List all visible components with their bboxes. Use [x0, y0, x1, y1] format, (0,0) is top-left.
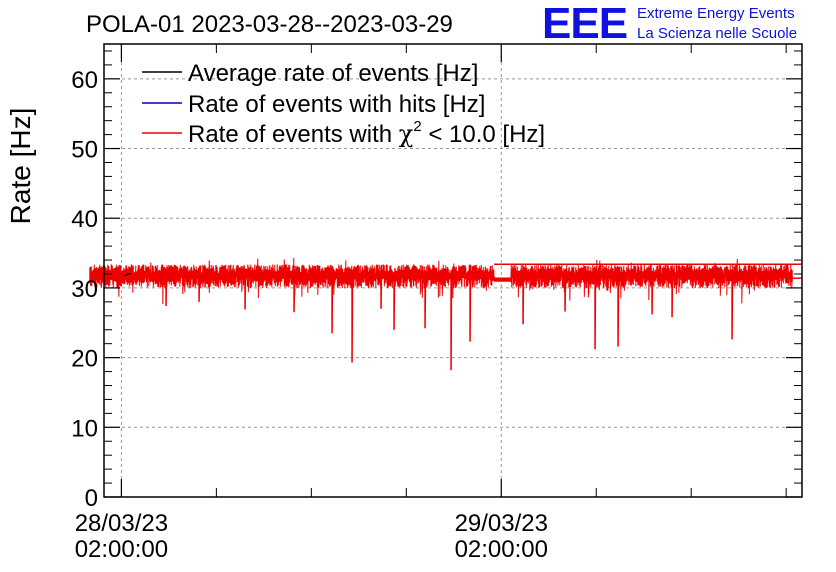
- series-group: [89, 257, 802, 371]
- eee-logo: EEE: [542, 0, 628, 48]
- eee-tagline: Extreme Energy Events La Scienza nelle S…: [637, 4, 797, 44]
- legend-label-average: Average rate of events [Hz]: [188, 60, 478, 87]
- legend-label-chi2: Rate of events with χ2 < 10.0 [Hz]: [188, 118, 545, 148]
- eee-tagline-line1: Extreme Energy Events: [637, 5, 795, 22]
- x-tick-label-time: 02:00:00: [455, 536, 548, 563]
- y-axis-label: Rate [Hz]: [5, 108, 36, 225]
- y-tick-label: 20: [71, 346, 98, 373]
- y-tick-label: 50: [71, 137, 98, 164]
- x-tick-label-date: 29/03/23: [455, 510, 548, 537]
- eee-tagline-line2: La Scienza nelle Scuole: [637, 25, 798, 42]
- y-tick-label: 0: [85, 485, 98, 512]
- y-tick-label: 10: [71, 415, 98, 442]
- chart-title: POLA-01 2023-03-28--2023-03-29: [86, 11, 453, 38]
- axis-ticks: [104, 44, 802, 498]
- y-tick-label: 60: [71, 67, 98, 94]
- series-line-average-fragment: [122, 272, 132, 277]
- legend: Average rate of events [Hz] Rate of even…: [142, 60, 545, 148]
- series-line-chi2: [89, 257, 793, 371]
- legend-label-hits: Rate of events with hits [Hz]: [188, 91, 485, 118]
- grid-lines: [104, 44, 802, 497]
- y-tick-labels: 0 10 20 30 40 50 60: [71, 67, 98, 512]
- plot-frame: [103, 43, 803, 498]
- y-tick-label: 30: [71, 276, 98, 303]
- x-tick-label-date: 28/03/23: [75, 510, 168, 537]
- y-tick-label: 40: [71, 206, 98, 233]
- x-tick-label-time: 02:00:00: [75, 536, 168, 563]
